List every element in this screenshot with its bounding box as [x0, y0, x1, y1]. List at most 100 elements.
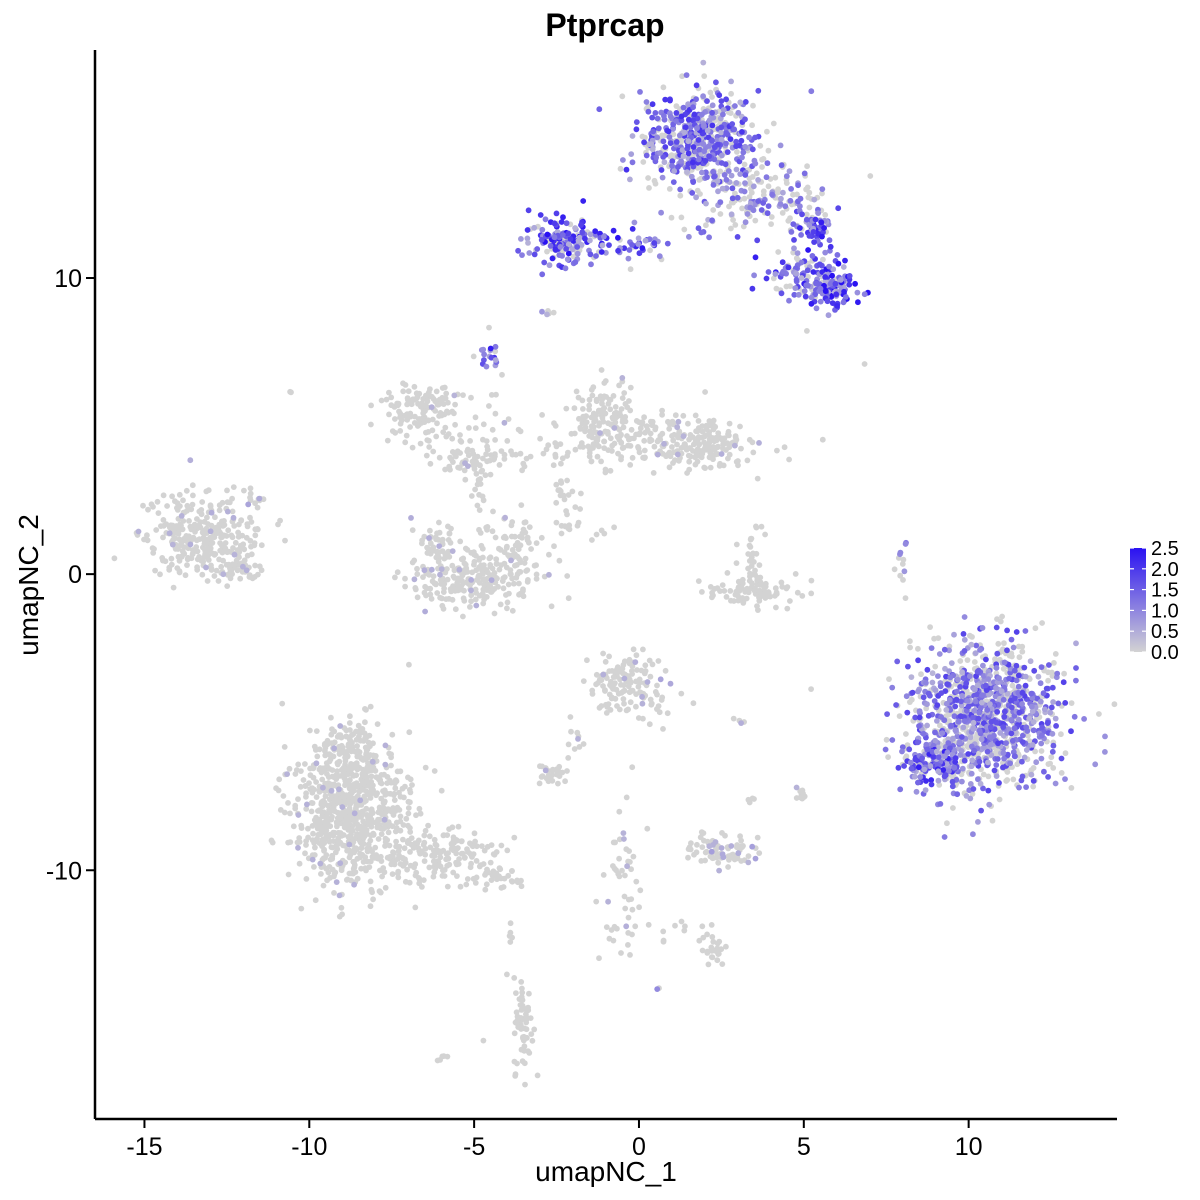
cell-point-cluster-0: [690, 117, 697, 124]
cell-point-cluster-21: [516, 580, 522, 587]
cell-point-cluster-15: [699, 423, 706, 429]
cell-point-cluster-4: [626, 247, 633, 253]
cell-point-cluster-18: [196, 536, 203, 543]
cell-point-cluster-6: [808, 294, 815, 301]
cell-point-cluster-40: [477, 862, 484, 868]
cell-point-cluster-13: [288, 389, 294, 396]
cell-point-cluster-0: [680, 153, 687, 160]
cell-point-cluster-10: [452, 421, 458, 428]
cell-point-cluster-10: [368, 421, 374, 428]
cell-point-cluster-3: [524, 227, 531, 233]
cell-point-cluster-1: [755, 177, 761, 183]
cell-point-cluster-0: [685, 150, 692, 157]
cell-point-cluster-0: [675, 164, 681, 170]
cell-point-cluster-29: [889, 737, 896, 743]
cell-point-cluster-3: [578, 222, 584, 229]
cell-point-cluster-12: [489, 426, 496, 433]
cell-point-cluster-29: [943, 673, 949, 680]
cell-point-cluster-11: [492, 437, 498, 443]
cell-point-cluster-17: [562, 523, 569, 530]
cell-point-cluster-29: [932, 729, 938, 736]
cell-point-cluster-38: [353, 772, 360, 779]
cell-point-cluster-11: [456, 465, 463, 471]
cell-point-cluster-47: [519, 989, 526, 996]
cell-point-cluster-0: [716, 92, 723, 99]
cell-point-cluster-4: [615, 247, 621, 254]
cell-point-cluster-44: [618, 950, 624, 956]
cell-point-cluster-42: [702, 849, 709, 856]
cell-point-cluster-10: [383, 396, 390, 403]
cell-point-cluster-38: [431, 768, 438, 774]
cell-point-cluster-5: [820, 256, 826, 263]
cell-point-cluster-26: [752, 586, 759, 593]
cell-point-cluster-31: [654, 682, 660, 689]
cell-point-cluster-38: [348, 831, 354, 838]
cell-point-cluster-29: [965, 751, 972, 757]
cell-point-cluster-29: [1092, 761, 1099, 768]
cell-point-cluster-0: [649, 146, 656, 153]
cell-point-cluster-38: [338, 799, 345, 806]
cell-point-cluster-38: [295, 796, 301, 802]
cell-point-cluster-3: [559, 253, 565, 259]
cell-point-cluster-4: [515, 247, 521, 254]
cell-point-cluster-0: [718, 98, 725, 104]
cell-point-cluster-38: [377, 779, 384, 786]
cell-point-cluster-25: [589, 537, 595, 543]
cell-point-cluster-39: [346, 720, 353, 726]
cell-point-cluster-0: [729, 121, 736, 127]
cell-point-cluster-38: [322, 752, 329, 759]
cell-point-cluster-18: [216, 556, 223, 563]
cell-point-cluster-4: [647, 247, 653, 254]
cell-point-cluster-26: [792, 571, 799, 577]
cell-point-cluster-5: [772, 271, 779, 277]
cell-point-cluster-21: [520, 593, 527, 600]
cell-point-cluster-29: [924, 666, 931, 673]
cell-point-cluster-21: [460, 613, 466, 620]
cell-point-cluster-44: [629, 906, 636, 913]
cell-point-cluster-29: [1016, 716, 1022, 723]
cell-point-cluster-4: [627, 266, 634, 273]
cell-point-cluster-38: [321, 819, 328, 826]
cell-point-cluster-18: [239, 532, 246, 539]
cell-point-cluster-1: [677, 192, 684, 199]
cell-point-cluster-18: [187, 523, 194, 530]
cell-point-cluster-18: [145, 506, 151, 513]
cell-point-cluster-1: [806, 204, 813, 211]
cell-point-cluster-38: [361, 772, 368, 779]
cell-point-cluster-21: [520, 586, 526, 593]
cell-point-cluster-42: [725, 864, 731, 870]
cell-point-cluster-29: [1021, 754, 1028, 761]
cell-point-cluster-38: [402, 783, 408, 790]
cell-point-cluster-38: [392, 785, 399, 792]
cell-point-cluster-10: [416, 420, 423, 427]
cell-point-cluster-38: [389, 853, 396, 859]
cell-point-cluster-38: [300, 777, 307, 783]
cell-point-cluster-21: [491, 610, 498, 617]
cell-point-cluster-38: [416, 805, 423, 812]
cell-point-cluster-21: [450, 573, 457, 580]
cell-point-cluster-6: [829, 300, 836, 306]
cell-point-cluster-32: [659, 694, 666, 701]
cell-point-cluster-10: [403, 432, 410, 439]
cell-point-cluster-31: [626, 656, 633, 663]
cell-point-cluster-16: [731, 442, 738, 449]
cell-point-cluster-29: [1016, 654, 1023, 661]
cell-point-cluster-1: [741, 195, 748, 202]
cell-point-cluster-0: [665, 128, 672, 135]
cell-point-cluster-17: [553, 499, 560, 506]
cell-point-cluster-23: [526, 539, 532, 546]
cell-point-cluster-44: [628, 866, 634, 873]
cell-point-cluster-38: [285, 800, 291, 806]
cell-point-cluster-11: [442, 466, 448, 473]
cell-point-cluster-10: [429, 427, 436, 434]
cell-point-cluster-21: [392, 574, 398, 581]
cell-point-cluster-47: [518, 1015, 524, 1021]
cell-point-cluster-40: [471, 830, 478, 837]
cell-point-cluster-24: [477, 476, 484, 482]
cell-point-cluster-11: [540, 450, 547, 457]
cell-point-cluster-29: [980, 673, 987, 679]
cell-point-cluster-41: [509, 868, 515, 874]
cell-point-cluster-31: [603, 710, 610, 716]
cell-point-cluster-14: [607, 406, 614, 413]
cell-point-cluster-39: [374, 721, 381, 727]
